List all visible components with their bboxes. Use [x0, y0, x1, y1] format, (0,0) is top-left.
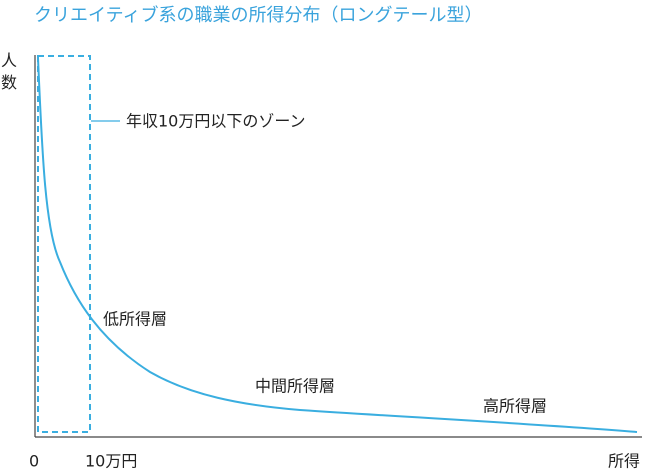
- title: クリエイティブ系の職業の所得分布（ロングテール型）: [34, 4, 483, 26]
- y-axis-label: 人数: [1, 51, 18, 92]
- high-label: 高所得層: [483, 397, 547, 416]
- distribution-curve: [37, 57, 638, 433]
- x-axis-label: 所得: [608, 452, 640, 471]
- zone-box: [37, 55, 91, 433]
- low-label: 低所得層: [103, 310, 167, 329]
- zone-label: 年収10万円以下のゾーン: [126, 112, 306, 131]
- x-label: 10万円: [85, 452, 137, 471]
- middle-label: 中間所得層: [255, 377, 335, 396]
- x-label: 0: [29, 452, 39, 471]
